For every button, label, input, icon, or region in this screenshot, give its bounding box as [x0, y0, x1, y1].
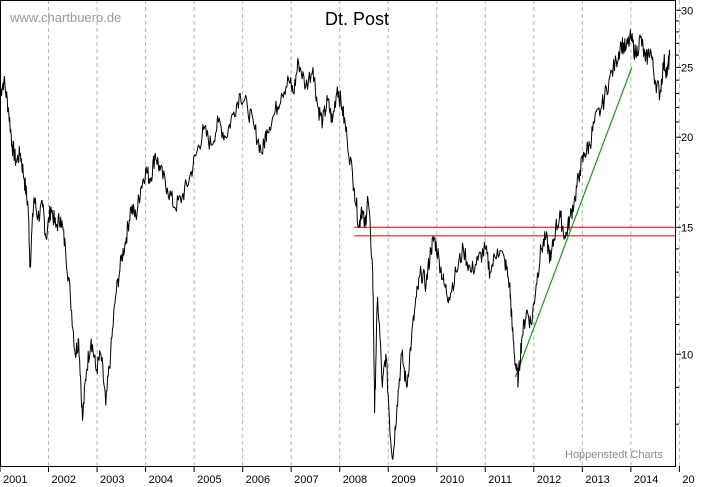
grid [48, 0, 680, 466]
x-tick-label: 20 [682, 474, 694, 486]
watermark: www.chartbuero.de [9, 10, 121, 25]
plot-background [0, 0, 676, 466]
x-tick-label: 2014 [634, 474, 658, 486]
x-tick-label: 2013 [585, 474, 609, 486]
y-tick-label: 20 [681, 132, 693, 144]
x-tick-label: 2008 [343, 474, 367, 486]
trendline [514, 67, 633, 378]
x-tick-label: 2012 [537, 474, 561, 486]
plot-border [0, 0, 676, 467]
y-tick-label: 15 [681, 222, 693, 234]
y-axis: 10 15 20 25 30 [676, 5, 693, 425]
x-tick-label: 2005 [197, 474, 221, 486]
price-series [0, 29, 671, 460]
x-tick-label: 2009 [391, 474, 415, 486]
price-line [0, 29, 671, 460]
x-tick-label: 2003 [100, 474, 124, 486]
x-axis: 2001 2002 2003 2004 2005 2006 2007 2008 2009 2010… [0, 466, 695, 486]
x-tick-label: 2004 [149, 474, 173, 486]
x-tick-label: 2006 [246, 474, 270, 486]
plot-frame [0, 0, 676, 467]
support-lines [354, 226, 676, 237]
x-tick-label: 2011 [488, 474, 512, 486]
x-tick-label: 2010 [440, 474, 464, 486]
chart-title: Dt. Post [325, 9, 389, 29]
x-tick-label: 2002 [52, 474, 76, 486]
credit-label: Hoppenstedt Charts [565, 449, 663, 461]
y-tick-label: 10 [681, 349, 693, 361]
x-tick-label: 2007 [294, 474, 318, 486]
x-tick-label: 2001 [3, 474, 27, 486]
y-tick-label: 25 [681, 62, 693, 74]
trendline-segment [514, 67, 633, 378]
y-tick-label: 30 [681, 5, 693, 17]
